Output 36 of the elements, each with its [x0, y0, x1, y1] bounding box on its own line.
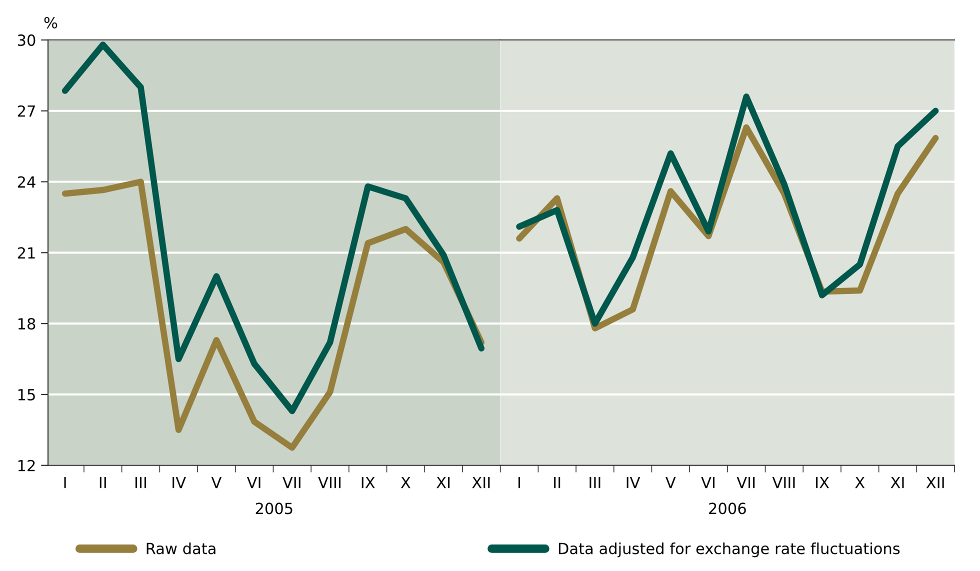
legend-label: Raw data: [146, 542, 216, 554]
y-tick-label: 15: [18, 389, 35, 400]
x-tick-label: IX: [362, 476, 375, 488]
x-tick-label: XI: [890, 476, 904, 488]
x-tick-label: I: [64, 476, 66, 488]
x-tick-label: II: [554, 476, 560, 488]
y-tick-label: 30: [18, 34, 36, 46]
x-tick-label: III: [590, 476, 600, 488]
x-tick-label: XII: [472, 476, 490, 488]
x-tick-label: V: [211, 476, 222, 488]
x-tick-label: XI: [436, 476, 450, 488]
x-tick-label: VIII: [772, 476, 795, 488]
y-tick-label: 24: [18, 176, 36, 188]
y-tick-label: 18: [18, 318, 36, 330]
x-tick-label: III: [135, 476, 146, 488]
y-tick-label: 12: [18, 460, 35, 472]
x-tick-label: VII: [736, 476, 755, 488]
x-tick-label: IV: [626, 476, 640, 488]
x-axis-title: 2006: [709, 502, 746, 514]
legend-label: Data adjusted for exchange rate fluctuations: [558, 542, 900, 558]
y-tick-label: 27: [18, 105, 35, 117]
x-tick-label: VI: [701, 476, 714, 488]
x-tick-label: VI: [246, 476, 260, 488]
x-tick-label: X: [855, 476, 865, 488]
x-tick-label: X: [400, 476, 410, 488]
x-tick-label: V: [666, 476, 676, 488]
y-axis-title: %: [44, 16, 58, 28]
y-tick-label: 21: [18, 247, 35, 258]
x-tick-label: I: [518, 476, 520, 488]
x-tick-label: II: [100, 476, 106, 488]
x-tick-label: IV: [172, 476, 186, 488]
x-tick-label: VII: [282, 476, 300, 488]
x-tick-label: IX: [816, 476, 830, 488]
x-tick-label: XII: [926, 476, 944, 488]
x-axis-title: 2005: [256, 502, 292, 514]
x-tick-label: VIII: [318, 476, 340, 488]
